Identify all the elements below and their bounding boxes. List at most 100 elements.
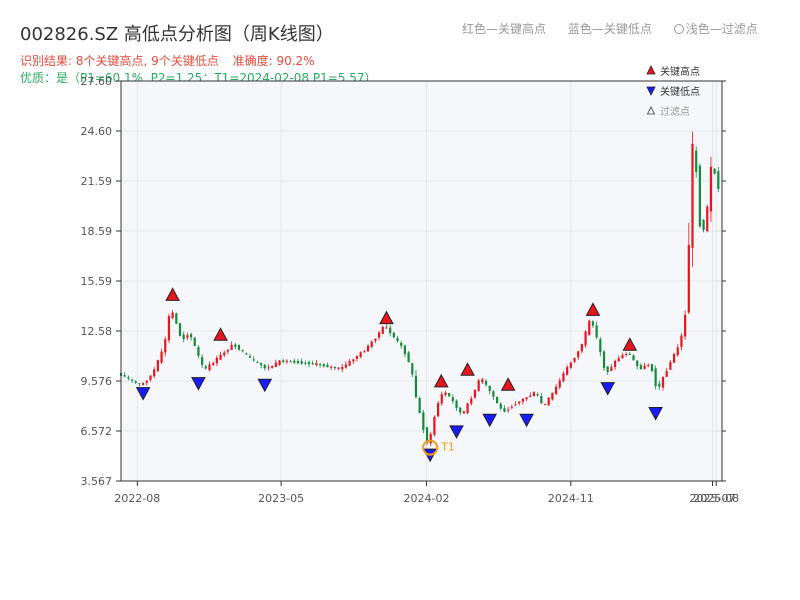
legend-high-icon xyxy=(646,65,656,75)
candle-body xyxy=(130,379,134,381)
candle-body xyxy=(455,400,458,409)
top-legend-light: 浅色—过滤点 xyxy=(685,22,758,36)
x-tick-label: 2025-07 xyxy=(690,492,736,505)
candle-body xyxy=(392,332,395,338)
candle-body xyxy=(403,345,407,355)
candle-body xyxy=(237,344,241,350)
y-tick-label: 21.59 xyxy=(81,175,113,188)
candle-body xyxy=(307,362,311,365)
candle-body xyxy=(551,392,554,400)
candle-body xyxy=(407,352,410,363)
candle-body xyxy=(706,206,709,232)
candle-body xyxy=(510,406,513,408)
candle-body xyxy=(625,354,628,356)
candle-body xyxy=(414,375,418,398)
candle-body xyxy=(595,325,598,338)
candle-body xyxy=(219,354,222,360)
candle-body xyxy=(311,363,314,365)
candle-body xyxy=(223,352,226,356)
candle-body xyxy=(271,366,274,368)
candle-body xyxy=(599,339,602,353)
candle-body xyxy=(282,360,285,362)
candle-body xyxy=(400,342,403,346)
candle-body xyxy=(691,143,694,248)
candle-body xyxy=(189,334,193,338)
candle-body xyxy=(717,171,720,189)
candle-body xyxy=(695,150,698,172)
low-point-marker xyxy=(191,377,206,391)
candle-body xyxy=(613,360,617,368)
candle-body xyxy=(278,360,281,365)
high-point-marker xyxy=(165,287,180,301)
candle-body xyxy=(584,331,587,346)
candle-body xyxy=(322,364,325,367)
candle-body xyxy=(319,364,322,366)
candle-body xyxy=(514,404,517,406)
candle-body xyxy=(248,356,252,358)
candle-body xyxy=(215,357,218,364)
top-legend-blue: 蓝色—关键低点 xyxy=(567,22,652,36)
candle-body xyxy=(459,407,462,413)
legend-label: 关键高点 xyxy=(660,65,700,78)
candle-body xyxy=(341,366,344,370)
candle-body xyxy=(658,383,661,387)
candle-body xyxy=(193,337,196,346)
candle-body xyxy=(186,335,189,338)
candle-body xyxy=(315,363,318,365)
candle-body xyxy=(326,364,329,368)
candle-body xyxy=(591,321,595,326)
candle-body xyxy=(433,416,436,435)
candle-body xyxy=(396,338,399,342)
candle-body xyxy=(267,367,270,369)
y-tick-label: 27.60 xyxy=(81,75,113,88)
candle-body xyxy=(241,350,244,352)
low-point-marker xyxy=(519,413,534,428)
candle-body xyxy=(569,362,572,368)
candle-body xyxy=(289,361,292,363)
candle-body xyxy=(127,377,130,379)
candle-body xyxy=(171,312,174,319)
candle-body xyxy=(440,394,443,404)
low-point-marker xyxy=(449,425,464,439)
result-line: 识别结果: 8个关键高点, 9个关键低点 准确度: 90.2% xyxy=(20,52,325,69)
candle-body xyxy=(178,323,182,336)
candle-body xyxy=(573,357,576,362)
legend-filtered-icon xyxy=(646,106,656,115)
candle-body xyxy=(669,362,672,370)
top-legend: 红色—关键高点 蓝色—关键低点 浅色—过滤点 xyxy=(462,20,776,37)
candle-body xyxy=(540,396,543,404)
candle-body xyxy=(588,320,591,335)
candle-body xyxy=(197,347,200,356)
candle-body xyxy=(554,386,558,394)
candle-body xyxy=(680,335,683,347)
candle-body xyxy=(610,367,613,371)
candle-body xyxy=(577,351,580,358)
candle-body xyxy=(462,411,466,414)
result-text: 识别结果: 8个关键高点, 9个关键低点 xyxy=(20,54,219,68)
candle-body xyxy=(466,403,469,414)
candle-body xyxy=(665,371,668,377)
high-point-marker xyxy=(379,310,394,325)
candle-body xyxy=(617,358,620,362)
legend-label: 过滤点 xyxy=(660,105,690,118)
legend-label: 关键低点 xyxy=(660,85,700,98)
candle-body xyxy=(602,351,606,369)
candle-body xyxy=(374,338,377,341)
candle-body xyxy=(698,165,701,227)
candle-body xyxy=(709,166,713,212)
candle-body xyxy=(337,367,340,369)
candle-body xyxy=(473,389,477,398)
high-point-marker xyxy=(460,362,475,376)
candle-body xyxy=(385,327,388,329)
t1-label: T1 xyxy=(440,441,455,454)
candle-body xyxy=(381,326,384,334)
candle-body xyxy=(647,365,650,367)
candle-body xyxy=(348,360,351,366)
candle-body xyxy=(182,334,185,340)
y-tick-label: 3.567 xyxy=(81,475,113,488)
candle-body xyxy=(208,364,211,371)
markers: T1 xyxy=(135,287,663,463)
candle-body xyxy=(650,364,654,372)
candle-body xyxy=(230,344,233,350)
candle-body xyxy=(293,360,296,363)
